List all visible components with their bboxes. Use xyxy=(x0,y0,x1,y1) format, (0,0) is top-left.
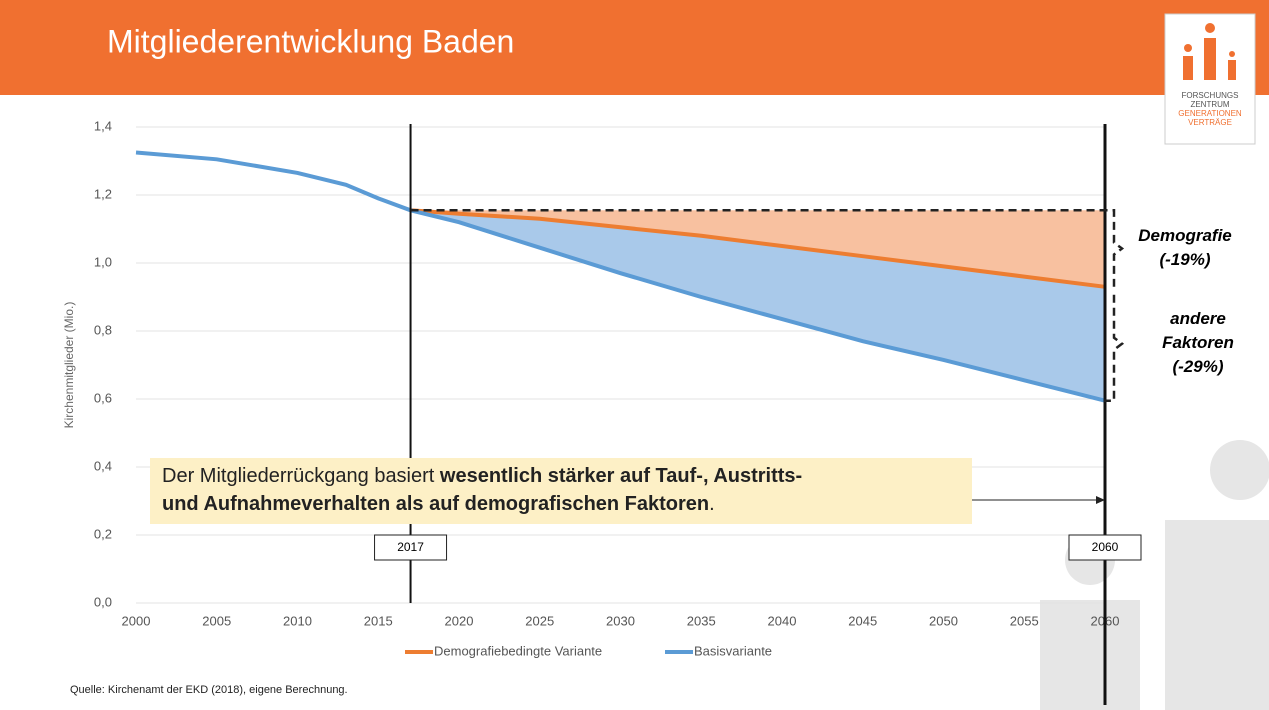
series-line xyxy=(135,150,1106,403)
x-tick-label: 2000 xyxy=(122,613,151,628)
x-tick-label: 2015 xyxy=(364,613,393,628)
x-tick-label: 2050 xyxy=(929,613,958,628)
legend-label: Basisvariante xyxy=(694,643,772,658)
header-bar xyxy=(0,0,1269,95)
x-tick-label: 2010 xyxy=(283,613,312,628)
x-tick-label: 2045 xyxy=(848,613,877,628)
callout-text: wesentlich stärker auf Tauf-, Austritts- xyxy=(439,465,803,487)
y-tick-label: 0,4 xyxy=(94,458,112,473)
y-tick-label: 0,2 xyxy=(94,526,112,541)
watermark xyxy=(1040,440,1269,710)
x-tick-label: 2030 xyxy=(606,613,635,628)
x-tick-label: 2025 xyxy=(525,613,554,628)
area-faktoren xyxy=(410,210,1105,401)
y-tick-label: 1,4 xyxy=(94,118,112,133)
annotation: Demografie xyxy=(1138,226,1232,245)
bracket xyxy=(410,209,1125,402)
annotation: (-29%) xyxy=(1172,357,1223,376)
y-tick-label: 0,0 xyxy=(94,594,112,609)
x-tick-label: 2035 xyxy=(687,613,716,628)
x-tick-label: 2040 xyxy=(768,613,797,628)
legend-label: Demografiebedingte Variante xyxy=(434,643,602,658)
logo-figures xyxy=(1183,23,1236,80)
x-tick-label: 2005 xyxy=(202,613,231,628)
callout-text: Der Mitgliederrückgang basiert xyxy=(162,465,440,487)
y-tick-label: 0,6 xyxy=(94,390,112,405)
source: Quelle: Kirchenamt der EKD (2018), eigen… xyxy=(70,684,348,696)
marker-box xyxy=(374,534,448,561)
y-tick-label: 1,2 xyxy=(94,186,112,201)
annotation: andere xyxy=(1170,309,1226,328)
y-axis-label: Kirchenmitglieder (Mio.) xyxy=(62,302,76,429)
logo-text: ZENTRUM xyxy=(1190,100,1229,109)
area-demografie xyxy=(410,210,1105,287)
marker-label: 2017 xyxy=(397,540,424,554)
logo-text: GENERATIONEN xyxy=(1178,109,1242,118)
callout-text: . xyxy=(709,493,715,515)
callout: Der Mitgliederrückgang basiert wesentlic… xyxy=(150,458,972,524)
callout-text: und Aufnahmeverhalten als auf demografis… xyxy=(162,493,710,515)
x-tick-label: 2020 xyxy=(445,613,474,628)
x-tick-label: 2055 xyxy=(1010,613,1039,628)
marker-box xyxy=(1068,534,1142,561)
y-tick-label: 1,0 xyxy=(94,254,112,269)
annotation: (-19%) xyxy=(1159,250,1210,269)
series-line xyxy=(410,208,1106,289)
y-tick-label: 0,8 xyxy=(94,322,112,337)
logo-text: FORSCHUNGS xyxy=(1182,91,1239,100)
annotation: Faktoren xyxy=(1162,333,1234,352)
marker-label: 2060 xyxy=(1092,540,1119,554)
slide-title: Mitgliederentwicklung Baden xyxy=(107,23,514,59)
logo-text: VERTRÄGE xyxy=(1188,118,1232,127)
span-arrowhead xyxy=(1096,496,1105,504)
